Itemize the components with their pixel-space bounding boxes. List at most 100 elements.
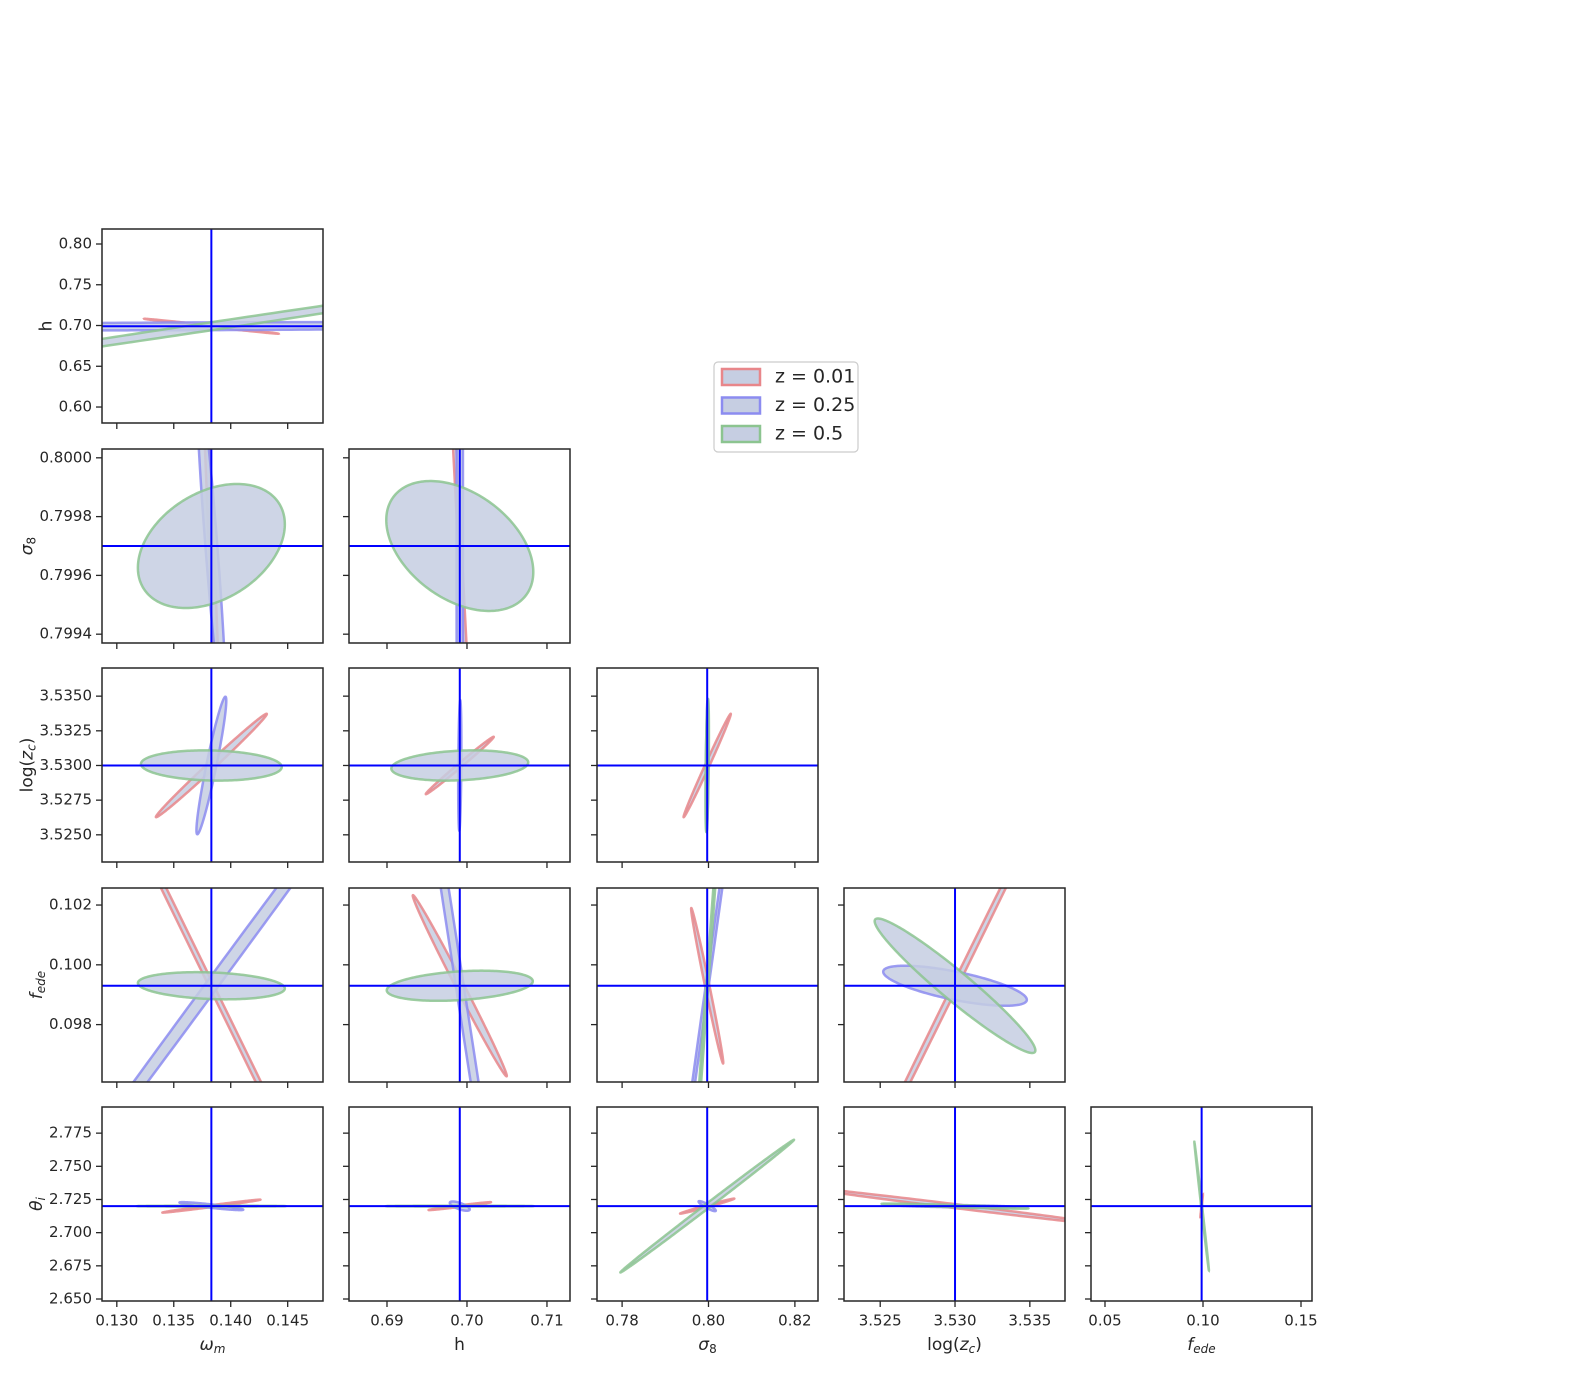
y-axis-label-part: h	[37, 321, 57, 332]
x-tick-label: 0.70	[450, 1312, 483, 1330]
panel	[349, 668, 570, 862]
y-axis-label: θi	[27, 1196, 48, 1210]
y-axis-label-part: z	[18, 750, 38, 761]
y-tick-label: 3.5350	[40, 687, 93, 705]
panel-frame	[596, 1106, 819, 1302]
x-tick-label: 0.05	[1088, 1312, 1121, 1330]
x-axis-label-part: c	[969, 1342, 976, 1356]
x-axis-label: log(zc)	[927, 1335, 982, 1356]
panel	[102, 449, 323, 643]
panel	[349, 449, 570, 643]
y-axis-label: h	[37, 321, 57, 332]
panel-frame	[348, 887, 571, 1083]
y-axis-label-part: )	[18, 738, 38, 745]
panel	[349, 888, 570, 1082]
x-axis-label: σ8	[698, 1335, 716, 1356]
panel	[349, 1107, 570, 1301]
y-tick-label: 0.60	[59, 398, 92, 416]
x-axis-label-part: f	[1187, 1335, 1196, 1355]
panel-frame	[348, 1106, 571, 1302]
panel-frame	[101, 887, 324, 1083]
y-tick-label: 3.5300	[40, 756, 93, 774]
y-tick-label: 0.65	[59, 357, 92, 375]
x-tick-label: 3.525	[859, 1312, 902, 1330]
legend-label: z = 0.5	[775, 423, 843, 445]
panel	[102, 888, 323, 1082]
y-axis-label-part: θ	[27, 1200, 47, 1211]
x-tick-label: 0.140	[209, 1312, 252, 1330]
y-tick-label: 2.750	[49, 1157, 92, 1175]
x-tick-label: 0.80	[692, 1312, 725, 1330]
panel-frame	[101, 1106, 324, 1302]
legend-swatch	[720, 396, 762, 415]
x-axis-label: h	[454, 1335, 465, 1355]
y-tick-label: 2.700	[49, 1223, 92, 1241]
panel-frame	[101, 448, 324, 644]
panel	[597, 668, 818, 862]
panel-frame	[348, 448, 571, 644]
y-axis-label-part: ede	[34, 971, 48, 993]
y-tick-label: 2.775	[49, 1124, 92, 1142]
panel	[597, 1107, 818, 1301]
x-tick-label: 0.82	[778, 1312, 811, 1330]
y-tick-label: 0.75	[59, 275, 92, 293]
y-tick-label: 3.5275	[40, 791, 93, 809]
x-tick-label: 0.71	[530, 1312, 563, 1330]
panel-frame	[1090, 1106, 1313, 1302]
x-tick-label: 0.130	[95, 1312, 138, 1330]
panel-frame	[596, 887, 819, 1083]
x-axis-label-part: z	[959, 1335, 970, 1355]
y-tick-label: 2.725	[49, 1190, 92, 1208]
x-tick-label: 0.69	[370, 1312, 403, 1330]
y-tick-label: 0.7998	[40, 507, 93, 525]
y-axis-label-part: i	[34, 1196, 48, 1200]
panel	[844, 888, 1065, 1082]
panel	[102, 1107, 323, 1301]
y-axis-label-part: f	[27, 990, 47, 999]
y-axis-label: log(zc)	[18, 738, 39, 793]
y-tick-label: 0.098	[49, 1015, 92, 1033]
legend-label: z = 0.25	[775, 394, 855, 416]
y-tick-label: 0.100	[49, 955, 92, 973]
y-tick-label: 2.675	[49, 1256, 92, 1274]
confidence-ellipse	[159, 888, 263, 1082]
x-axis-label-part: σ	[698, 1335, 710, 1355]
y-tick-label: 3.5250	[40, 825, 93, 843]
legend-label: z = 0.01	[775, 366, 855, 388]
x-axis-label-part: 8	[709, 1342, 717, 1356]
x-tick-label: 0.78	[605, 1312, 638, 1330]
x-tick-label: 3.535	[1008, 1312, 1051, 1330]
y-tick-label: 0.102	[49, 896, 92, 914]
y-axis-label-part: c	[24, 744, 38, 751]
legend-swatch	[720, 424, 762, 444]
x-tick-label: 0.10	[1186, 1312, 1219, 1330]
y-tick-label: 0.8000	[40, 448, 93, 466]
y-axis-label-part: 8	[24, 537, 38, 545]
x-tick-label: 0.15	[1284, 1312, 1317, 1330]
panel	[1091, 1107, 1312, 1301]
legend-swatch	[720, 367, 762, 387]
panel	[102, 668, 323, 862]
y-axis-label: σ8	[18, 537, 39, 555]
x-axis-label-part: ede	[1193, 1342, 1215, 1356]
y-tick-label: 3.5325	[40, 721, 93, 739]
y-axis-label-part: log(	[18, 760, 38, 793]
panel	[102, 229, 323, 423]
x-tick-label: 3.530	[934, 1312, 977, 1330]
x-axis-label-part: )	[975, 1335, 982, 1355]
x-axis-label-part: h	[454, 1335, 465, 1355]
x-axis-label-part: m	[214, 1342, 226, 1356]
y-tick-label: 0.80	[59, 234, 92, 252]
y-tick-label: 0.7996	[40, 566, 93, 584]
y-axis-label-part: σ	[18, 543, 38, 555]
y-tick-label: 0.70	[59, 316, 92, 334]
x-axis-label-part: log(	[927, 1335, 960, 1355]
y-axis-label: fede	[27, 971, 48, 999]
x-tick-label: 0.145	[266, 1312, 309, 1330]
panel	[844, 1107, 1065, 1301]
x-axis-label-part: ω	[200, 1335, 214, 1355]
y-tick-label: 2.650	[49, 1290, 92, 1308]
panel	[597, 888, 818, 1082]
x-axis-label: fede	[1187, 1335, 1215, 1356]
